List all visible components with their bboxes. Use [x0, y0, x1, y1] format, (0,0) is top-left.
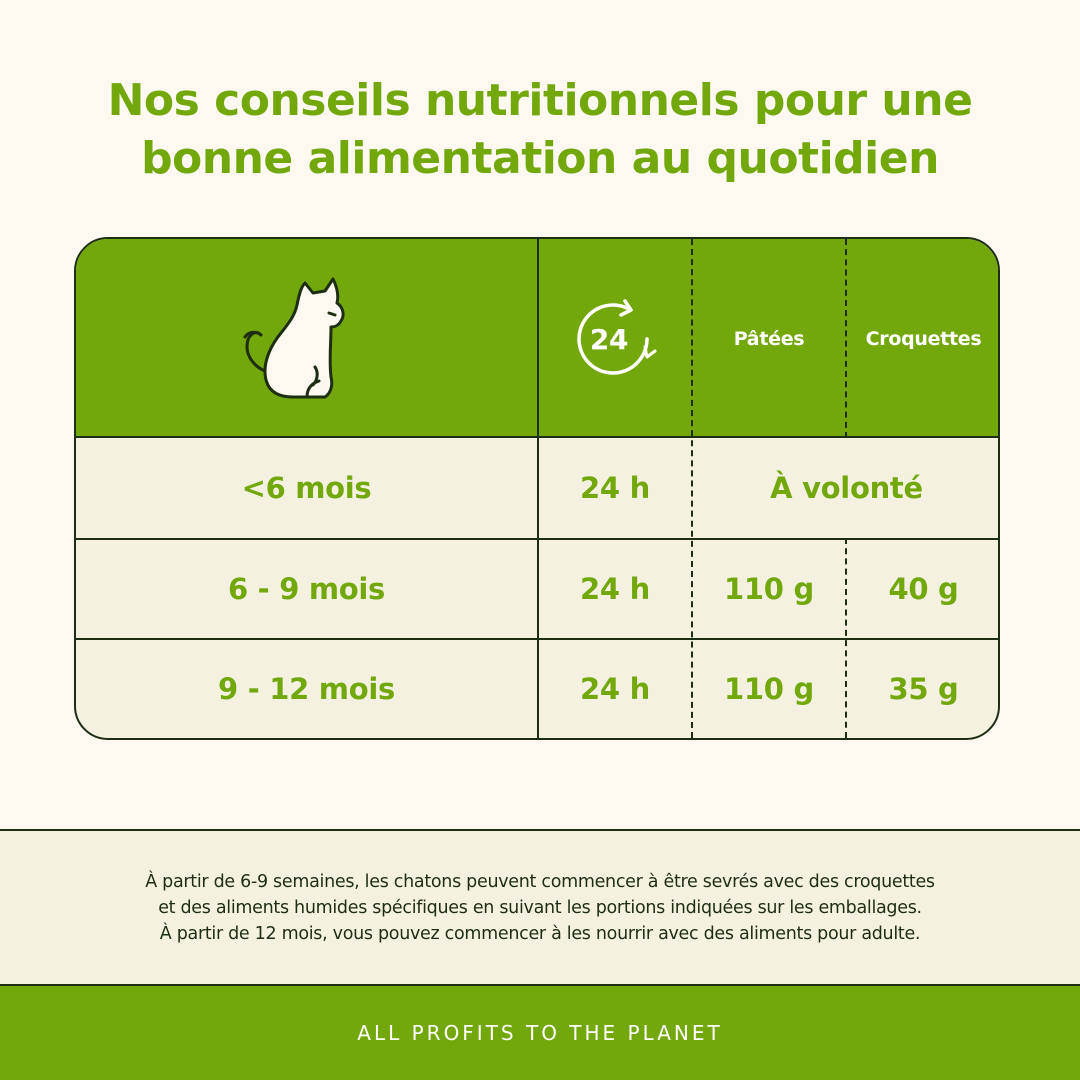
row1-duration: 24 h	[580, 471, 650, 505]
header-cat-cell	[76, 239, 537, 438]
nutrition-table: 24 Pâtées Croquettes <6 mois 24 h À volo…	[74, 237, 1000, 740]
footer-banner: ALL PROFITS TO THE PLANET	[0, 986, 1080, 1080]
cat-icon	[243, 277, 345, 398]
clock-label: 24	[590, 323, 628, 356]
column-divider	[845, 538, 847, 738]
row3-duration: 24 h	[580, 672, 650, 706]
note-line-1: À partir de 6-9 semaines, les chatons pe…	[145, 871, 935, 892]
row2-age: 6 - 9 mois	[227, 572, 386, 606]
row2-duration: 24 h	[580, 572, 650, 606]
header-croquettes: Croquettes	[865, 327, 982, 350]
row1-merged: À volonté	[770, 471, 923, 505]
row2-croquettes: 40 g	[888, 572, 959, 606]
footer-text: ALL PROFITS TO THE PLANET	[357, 1021, 723, 1045]
row1-age: <6 mois	[241, 471, 372, 505]
row3-patees: 110 g	[724, 672, 814, 706]
header-patees: Pâtées	[733, 327, 805, 350]
24h-clock-icon: 24	[577, 298, 657, 375]
page-title: Nos conseils nutritionnels pour une bonn…	[0, 72, 1080, 188]
title-line-2: bonne alimentation au quotidien	[141, 133, 939, 184]
note-line-3: À partir de 12 mois, vous pouvez commenc…	[159, 923, 921, 944]
note-line-2: et des aliments humides spécifiques en s…	[158, 897, 922, 918]
row3-croquettes: 35 g	[888, 672, 959, 706]
column-divider	[537, 239, 539, 738]
column-divider	[845, 239, 847, 438]
info-note: À partir de 6-9 semaines, les chatons pe…	[0, 829, 1080, 986]
row3-age: 9 - 12 mois	[218, 672, 395, 706]
title-line-1: Nos conseils nutritionnels pour une	[107, 75, 973, 126]
column-divider	[691, 239, 693, 738]
row2-patees: 110 g	[724, 572, 814, 606]
header-duration-cell: 24	[539, 239, 691, 438]
